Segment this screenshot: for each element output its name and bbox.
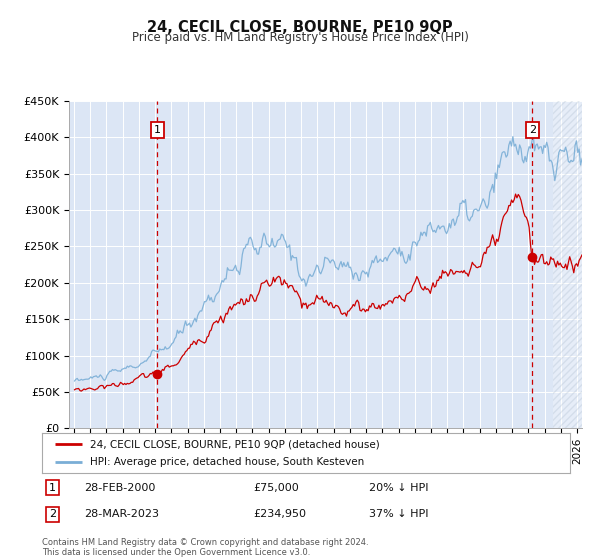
Text: 1: 1: [49, 483, 56, 493]
Text: 2: 2: [49, 509, 56, 519]
Text: £75,000: £75,000: [253, 483, 299, 493]
Text: 1: 1: [154, 125, 161, 135]
Text: 2: 2: [529, 125, 536, 135]
Bar: [553, 101, 582, 428]
Text: HPI: Average price, detached house, South Kesteven: HPI: Average price, detached house, Sout…: [89, 457, 364, 467]
Text: 24, CECIL CLOSE, BOURNE, PE10 9QP (detached house): 24, CECIL CLOSE, BOURNE, PE10 9QP (detac…: [89, 439, 379, 449]
Text: 20% ↓ HPI: 20% ↓ HPI: [370, 483, 429, 493]
Text: 37% ↓ HPI: 37% ↓ HPI: [370, 509, 429, 519]
Text: Price paid vs. HM Land Registry's House Price Index (HPI): Price paid vs. HM Land Registry's House …: [131, 31, 469, 44]
Text: 28-FEB-2000: 28-FEB-2000: [84, 483, 155, 493]
Text: 24, CECIL CLOSE, BOURNE, PE10 9QP: 24, CECIL CLOSE, BOURNE, PE10 9QP: [147, 20, 453, 35]
Text: £234,950: £234,950: [253, 509, 306, 519]
Text: 28-MAR-2023: 28-MAR-2023: [84, 509, 159, 519]
Text: Contains HM Land Registry data © Crown copyright and database right 2024.
This d: Contains HM Land Registry data © Crown c…: [42, 538, 368, 557]
